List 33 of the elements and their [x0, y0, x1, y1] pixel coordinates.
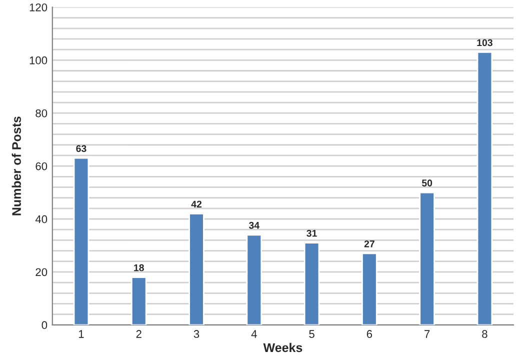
bar: [362, 252, 378, 325]
bar: [476, 52, 493, 325]
x-tick-label: 8: [482, 330, 488, 338]
data-label: 42: [191, 200, 202, 208]
data-label: 50: [422, 180, 432, 186]
y-axis-title: Number of Posts: [12, 116, 21, 216]
x-tick-label: 6: [366, 330, 372, 338]
bar: [246, 234, 262, 325]
bar: [419, 192, 435, 325]
y-tick-label: 0: [42, 321, 48, 330]
x-tick-label: 3: [194, 330, 200, 338]
bar: [304, 242, 320, 325]
y-tick-label: 20: [36, 268, 48, 276]
bar: [188, 213, 204, 325]
bar: [73, 157, 90, 325]
data-label: 103: [477, 39, 492, 46]
data-label: 18: [134, 264, 144, 272]
data-label: 31: [306, 230, 317, 237]
x-tick-label: 7: [424, 330, 430, 338]
y-tick-label: 100: [30, 56, 48, 64]
y-tick-label: 40: [35, 215, 48, 224]
data-label: 63: [76, 145, 86, 152]
data-label: 27: [364, 240, 374, 248]
x-tick-label: 2: [136, 330, 142, 338]
y-tick-label: 80: [36, 109, 48, 118]
y-tick-label: 120: [30, 3, 48, 12]
x-axis-title: Weeks: [263, 342, 302, 352]
bar: [130, 276, 147, 325]
x-tick-label: 1: [78, 330, 84, 338]
y-tick-label: 60: [36, 162, 48, 170]
x-tick-label: 5: [309, 330, 314, 338]
data-label: 34: [248, 222, 260, 229]
x-tick-label: 4: [251, 330, 257, 338]
